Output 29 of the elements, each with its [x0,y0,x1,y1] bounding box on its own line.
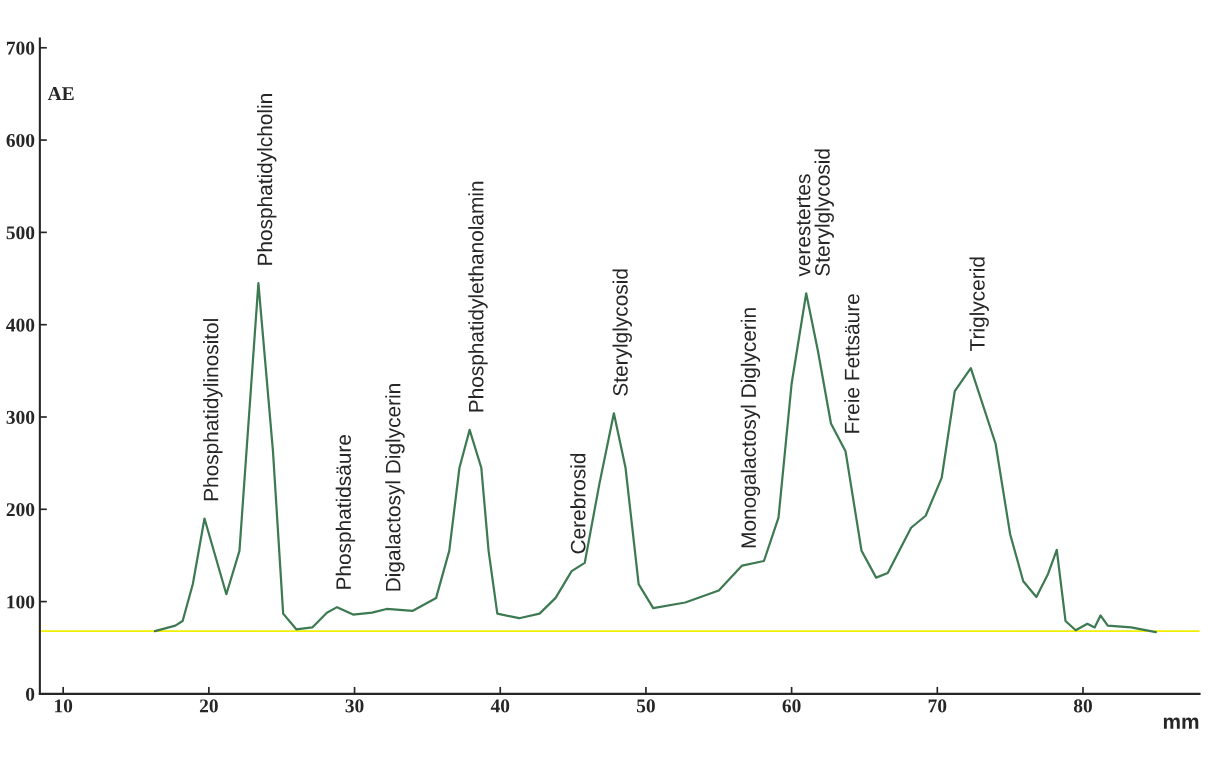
y-tick-label: 0 [26,687,35,701]
y-tick-label: 600 [6,133,35,148]
y-tick-label: 400 [6,318,35,332]
annotation: Phosphatidylinositol [203,319,223,501]
y-tick-label: 100 [7,595,35,609]
annotation: Phosphatidylethanolamin [468,181,488,412]
x-tick-label: 50 [636,699,655,713]
x-tick-label: 60 [782,699,801,713]
annotation: Cerebrosid [570,453,586,554]
x-tick-label: 40 [490,699,510,713]
x-axis-title: mm [1163,717,1199,729]
y-tick-label: 700 [6,41,35,55]
x-tick-label: 70 [928,699,947,713]
annotation: Triglycerid [969,257,989,351]
y-tick-label: 500 [6,226,35,240]
x-tick-label: 80 [1073,699,1092,713]
annotation: Freie Fettsäure [844,294,860,433]
x-tick-label: 10 [55,699,73,713]
x-tick-label: 20 [199,699,218,713]
annotation: Phosphatidsäure [335,435,356,589]
annotation: Monogalactosyl Diglycerin [740,308,761,548]
annotation: Digalactosyl Diglycerin [385,384,405,591]
y-tick-label: 200 [6,503,35,517]
y-axis-title: AE [47,87,74,100]
annotation: Sterylglycosid [612,269,632,396]
x-tick-label: 30 [345,699,364,713]
annotation: Phosphatidylcholin [257,94,277,265]
y-tick-label: 300 [6,410,35,424]
annotation: verestertes Sterylglycosid [796,149,834,277]
